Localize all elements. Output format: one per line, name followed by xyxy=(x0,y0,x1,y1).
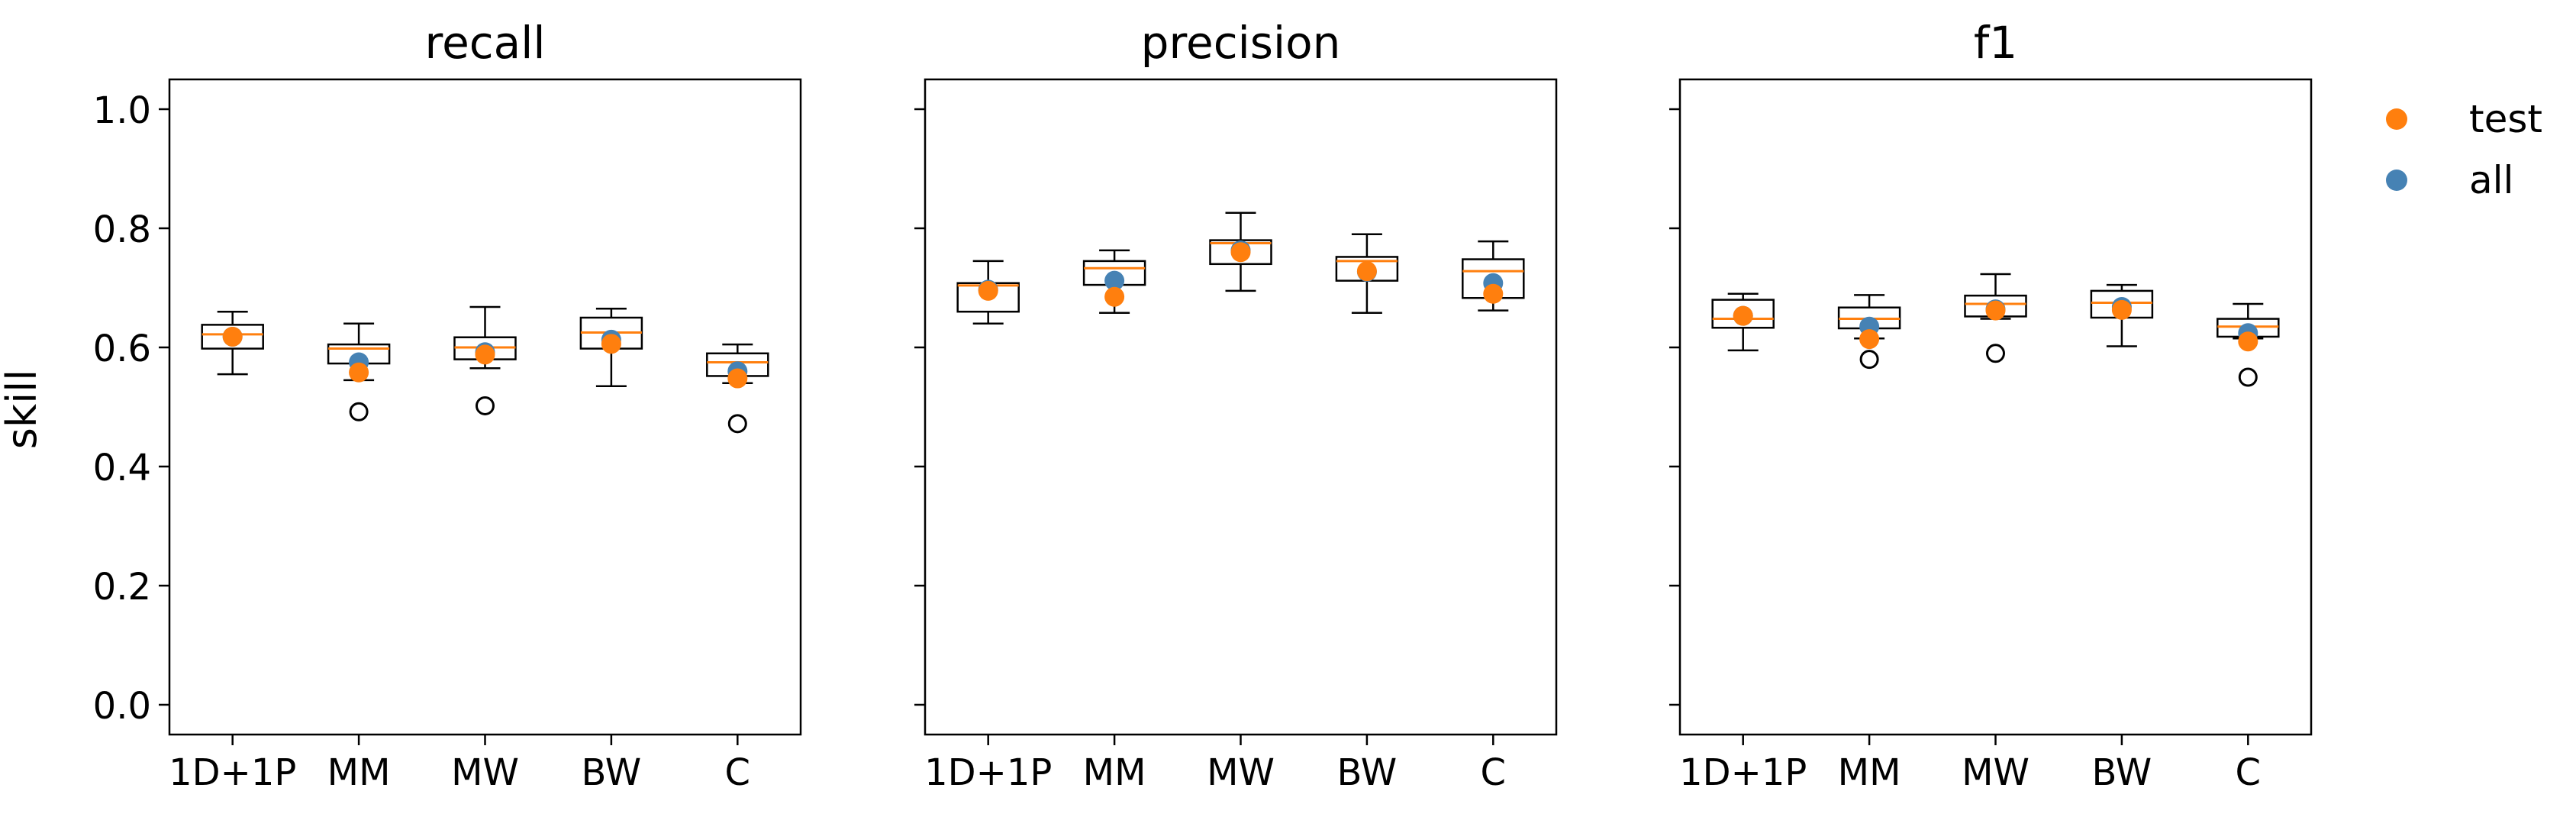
legend-item-test: test xyxy=(2386,97,2542,141)
panel-title: recall xyxy=(425,17,546,69)
box-BW xyxy=(579,308,643,387)
panel-title: f1 xyxy=(1974,17,2017,69)
y-tick-label: 0.0 xyxy=(93,685,151,728)
x-tick-label: MM xyxy=(1838,751,1901,794)
axes-frame xyxy=(168,78,802,736)
axes-frame xyxy=(924,78,1558,736)
test-point xyxy=(1104,286,1125,307)
x-tick-label: MW xyxy=(1962,751,2030,794)
x-tick-label: BW xyxy=(582,751,642,794)
test-point xyxy=(601,334,621,354)
box-BW xyxy=(2090,283,2154,347)
box-MW xyxy=(453,305,517,415)
test-point xyxy=(978,280,998,301)
x-tick-label: 1D+1P xyxy=(924,751,1052,794)
box-MM xyxy=(1082,249,1146,315)
legend-item-all: all xyxy=(2386,158,2513,202)
box-C xyxy=(2217,302,2280,387)
test-point xyxy=(1733,305,1753,326)
x-tick-label: C xyxy=(1481,751,1507,794)
box-MW xyxy=(1209,212,1272,292)
box-rect xyxy=(201,324,264,350)
test-point xyxy=(1483,283,1504,304)
y-tick-label: 1.0 xyxy=(93,89,151,132)
box-1D+1P xyxy=(1711,292,1775,352)
y-tick-label: 0.8 xyxy=(93,208,151,251)
outlier-point xyxy=(1986,344,2005,363)
box-MM xyxy=(1837,294,1901,370)
x-tick-label: C xyxy=(2236,751,2262,794)
x-tick-label: BW xyxy=(1337,751,1398,794)
test-point xyxy=(1230,242,1251,263)
x-tick-label: MW xyxy=(451,751,519,794)
box-1D+1P xyxy=(201,310,264,376)
legend-marker xyxy=(2386,170,2407,191)
test-point xyxy=(2238,331,2258,352)
test-point xyxy=(222,326,243,347)
outlier-point xyxy=(349,402,369,421)
test-point xyxy=(1356,261,1377,282)
y-axis-label: skill xyxy=(0,370,46,449)
test-point xyxy=(1985,300,2006,321)
x-tick-label: MW xyxy=(1207,751,1275,794)
outlier-point xyxy=(1859,350,1879,370)
test-point xyxy=(349,362,369,383)
box-C xyxy=(706,343,769,434)
box-1D+1P xyxy=(956,260,1020,325)
box-C xyxy=(1462,240,1525,312)
test-point xyxy=(1859,329,1880,350)
box-rect xyxy=(1711,299,1775,329)
x-tick-label: BW xyxy=(2092,751,2152,794)
axes-frame xyxy=(1678,78,2313,736)
test-point xyxy=(475,344,495,365)
test-point xyxy=(2111,299,2132,320)
box-MW xyxy=(1964,273,2027,363)
outlier-point xyxy=(727,414,747,434)
x-tick-label: MM xyxy=(1083,751,1146,794)
box-MM xyxy=(327,322,391,421)
y-tick-label: 0.4 xyxy=(93,447,151,489)
legend: test all xyxy=(2386,97,2542,202)
x-tick-label: 1D+1P xyxy=(1679,751,1807,794)
x-tick-label: C xyxy=(725,751,751,794)
y-tick-label: 0.2 xyxy=(93,566,151,609)
test-point xyxy=(727,368,748,389)
outlier-point xyxy=(2238,367,2258,387)
x-tick-label: MM xyxy=(327,751,391,794)
box-BW xyxy=(1335,233,1399,315)
legend-label: all xyxy=(2469,158,2513,202)
panel-title: precision xyxy=(1141,17,1341,69)
all-point xyxy=(1104,270,1125,291)
outlier-point xyxy=(476,396,495,415)
panel-f1: 1D+1P MM MW BW Cf1 xyxy=(1669,17,2313,794)
box-rect xyxy=(1209,239,1272,266)
legend-marker xyxy=(2386,108,2407,130)
legend-label: test xyxy=(2469,97,2542,141)
y-tick-label: 0.6 xyxy=(93,328,151,370)
x-tick-label: 1D+1P xyxy=(169,751,296,794)
